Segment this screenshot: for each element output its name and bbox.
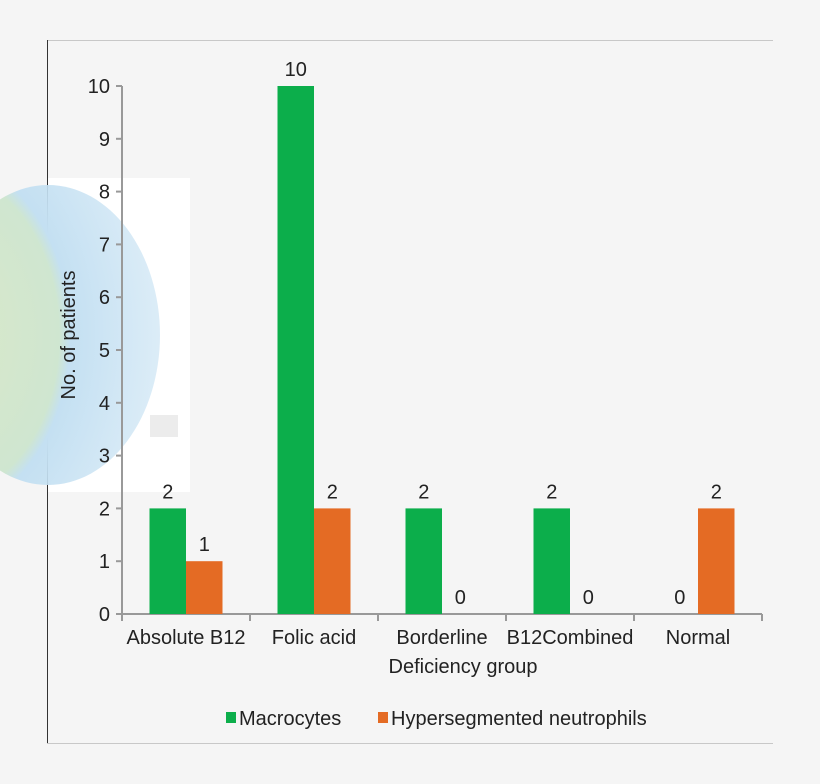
data-label: 2	[327, 481, 338, 503]
image-artifact	[0, 178, 190, 492]
y-tick-label: 6	[99, 287, 110, 309]
x-tick-label: Absolute B12	[127, 627, 246, 649]
legend-swatch	[378, 712, 388, 723]
x-tick-label: B12Combined	[507, 627, 634, 649]
bar-hypersegmented-neutrophils	[186, 561, 223, 614]
bars	[149, 86, 735, 614]
y-tick-label: 9	[99, 129, 110, 151]
x-tick-label: Folic acid	[272, 627, 356, 649]
data-label: 0	[583, 587, 594, 609]
bar-macrocytes	[277, 86, 314, 614]
y-tick-label: 10	[88, 76, 110, 98]
y-axis-title: No. of patients	[58, 271, 80, 400]
y-tick-label: 1	[99, 551, 110, 573]
bar-macrocytes	[149, 508, 186, 614]
bar-macrocytes	[405, 508, 442, 614]
y-tick-label: 7	[99, 234, 110, 256]
y-tick-label: 4	[99, 393, 110, 415]
x-axis-title: Deficiency group	[389, 656, 538, 678]
x-tick-label: Borderline	[396, 627, 487, 649]
data-label: 0	[455, 587, 466, 609]
bar-hypersegmented-neutrophils	[698, 508, 735, 614]
y-tick-label: 8	[99, 182, 110, 204]
legend-swatch	[226, 712, 236, 723]
data-label: 0	[674, 587, 685, 609]
x-tick-label: Normal	[666, 627, 730, 649]
data-label: 1	[199, 534, 210, 556]
bar-hypersegmented-neutrophils	[314, 508, 351, 614]
labels: 2 1 10 2 2 0 2 0 0 2	[162, 59, 722, 609]
data-label: 2	[546, 481, 557, 503]
data-label: 10	[285, 59, 307, 81]
y-tick-label: 5	[99, 340, 110, 362]
legend: Macrocytes Hypersegmented neutrophils	[226, 708, 647, 730]
data-label: 2	[711, 481, 722, 503]
legend-label: Macrocytes	[239, 708, 341, 730]
y-tick-label: 2	[99, 498, 110, 520]
data-label: 2	[418, 481, 429, 503]
y-tick-label: 0	[99, 604, 110, 626]
legend-label: Hypersegmented neutrophils	[391, 708, 647, 730]
bar-macrocytes	[533, 508, 570, 614]
data-label: 2	[162, 481, 173, 503]
y-tick-label: 3	[99, 446, 110, 468]
